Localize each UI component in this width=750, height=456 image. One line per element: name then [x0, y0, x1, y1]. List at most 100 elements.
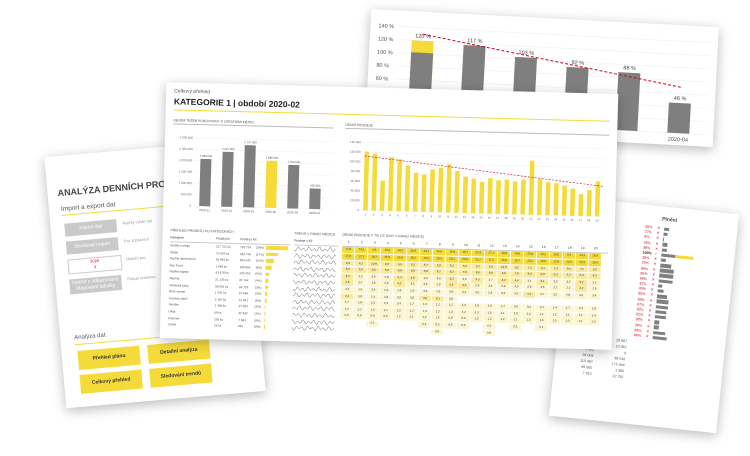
daily-cell: 2,4	[392, 301, 406, 308]
daily-cell: 14,3	[575, 253, 589, 260]
daily-cell	[469, 329, 483, 336]
fulfilment-bar	[663, 227, 670, 232]
daily-cell	[496, 323, 509, 330]
daily-cell: 17,3	[354, 254, 368, 261]
daily-cell	[470, 296, 484, 303]
x-tick-label: 2020-02	[265, 210, 276, 214]
y-tick-label: 40 000	[350, 189, 360, 193]
daily-cell: 1,7	[405, 301, 419, 308]
category-pct: (2%)	[254, 304, 261, 310]
import-data-button[interactable]: Import dat	[64, 219, 118, 237]
category-amount: 84 728	[239, 284, 249, 289]
daily-cell: 4,1	[354, 260, 368, 267]
day-header: 19	[580, 246, 585, 251]
trend-tracking-button[interactable]: Sledování trendů	[149, 363, 213, 388]
daily-cell: 4,8	[341, 260, 355, 267]
day-bar	[412, 172, 419, 212]
fulfilment-bar	[662, 242, 668, 247]
daily-cell: 7,2	[575, 266, 589, 273]
daily-cell: 1,3	[561, 318, 574, 325]
day-header: 1	[347, 239, 350, 244]
daily-cell: 5,0	[354, 267, 368, 274]
daily-cell: 5,7	[432, 269, 446, 276]
daily-cell: 1,2	[405, 308, 418, 315]
daily-cell: 17,8	[341, 253, 355, 260]
day-bar	[363, 151, 370, 211]
bar-value-label: 120 %	[415, 33, 431, 40]
daily-cell: 4,5	[393, 261, 407, 268]
daily-cell: 1,7	[561, 305, 575, 312]
y-tick-label: 3 000 000	[180, 135, 194, 139]
fulfilment-pct: 98%	[639, 276, 648, 281]
daily-cell: 3,2	[548, 292, 562, 299]
x-tick-label: 27	[579, 218, 583, 222]
sparkline-path	[294, 246, 337, 253]
day-header: 4	[386, 240, 389, 246]
trend-sparkline	[292, 305, 335, 312]
daily-cell	[378, 327, 392, 334]
day-bar	[520, 179, 526, 215]
status-icon: ✕	[653, 256, 658, 262]
overall-overview-button[interactable]: Celkový přehled	[79, 369, 143, 394]
daily-cell: 1,8	[353, 300, 367, 307]
daily-cell: 6,0	[549, 272, 562, 279]
day-bar	[470, 178, 477, 214]
daily-cell: 1,8	[470, 303, 484, 310]
y-tick-label: 60 000	[351, 179, 361, 183]
scroll-import-button[interactable]: Skrolovat import	[65, 237, 119, 255]
load-mapping-button[interactable]: Načíst z odkazované Mapování tabulky	[69, 274, 123, 295]
daily-cell: 3,5	[419, 282, 432, 289]
category-amount: 991	[238, 324, 244, 329]
y-tick-label: 2 500 000	[179, 147, 193, 151]
x-tick-label: 29	[595, 218, 599, 222]
daily-cell: 2,9	[392, 288, 406, 295]
daily-cell: 6,8	[380, 267, 394, 275]
daily-cell: 3,6	[458, 276, 471, 283]
x-tick-label: 6	[406, 213, 408, 217]
day-bar	[478, 181, 485, 214]
daily-cell: 8,2	[510, 264, 524, 271]
daily-cell: 4,2	[341, 273, 354, 280]
y-tick-label: 140 000	[350, 140, 361, 144]
category-amount: 720 724	[240, 245, 252, 250]
daily-cell: 1,0	[522, 317, 535, 324]
status-icon: ✕	[648, 308, 652, 313]
daily-cell: 13,1	[536, 252, 550, 259]
daily-cell	[534, 331, 548, 338]
daily-cell: 16,3	[419, 255, 433, 262]
daily-cell: 1,7	[496, 303, 510, 311]
daily-cell: 7,1	[523, 265, 537, 272]
daily-cell: 5,2	[575, 279, 588, 286]
y-tick-label: 60 %	[376, 76, 389, 83]
daily-cell: 4,1	[340, 293, 354, 300]
daily-cell: 14,8	[536, 258, 550, 265]
trend-sparkline	[291, 325, 335, 332]
daily-cell: 4,2	[575, 286, 588, 293]
daily-cell: 4,4	[510, 277, 523, 285]
fulfilment-pct: 78%	[641, 260, 649, 266]
daily-cell	[365, 326, 379, 334]
daily-cell: 3,2	[562, 279, 575, 286]
percent-bar	[615, 72, 641, 132]
daily-cell: 1,1	[353, 306, 366, 313]
x-tick-label: 9	[431, 214, 433, 218]
bar-value-label: 88 %	[623, 65, 636, 72]
x-tick-label: 19	[513, 216, 517, 220]
plan-overview-button[interactable]: Přehled plánu	[77, 345, 141, 370]
category-name: Tabák	[169, 249, 179, 255]
sparkline-path	[293, 272, 336, 279]
daily-cell: 2,3	[405, 288, 419, 295]
y-tick-label: 80 %	[376, 63, 389, 70]
x-tick-label: 2	[373, 213, 375, 217]
detail-analysis-button[interactable]: Detailní analýza	[147, 339, 211, 364]
daily-cell: 15,9	[445, 249, 459, 257]
daily-cell: 5,4	[458, 263, 472, 270]
gridline	[194, 149, 333, 154]
dashboard-title: KATEGORIE 1 | období 2020-02	[173, 96, 300, 110]
daily-cell: 1,2	[431, 302, 445, 309]
daily-cell: 6,2	[588, 266, 602, 273]
trend-sparkline	[293, 266, 336, 273]
daily-cell: 5,7	[419, 262, 433, 269]
x-tick-label: 21	[529, 217, 533, 221]
